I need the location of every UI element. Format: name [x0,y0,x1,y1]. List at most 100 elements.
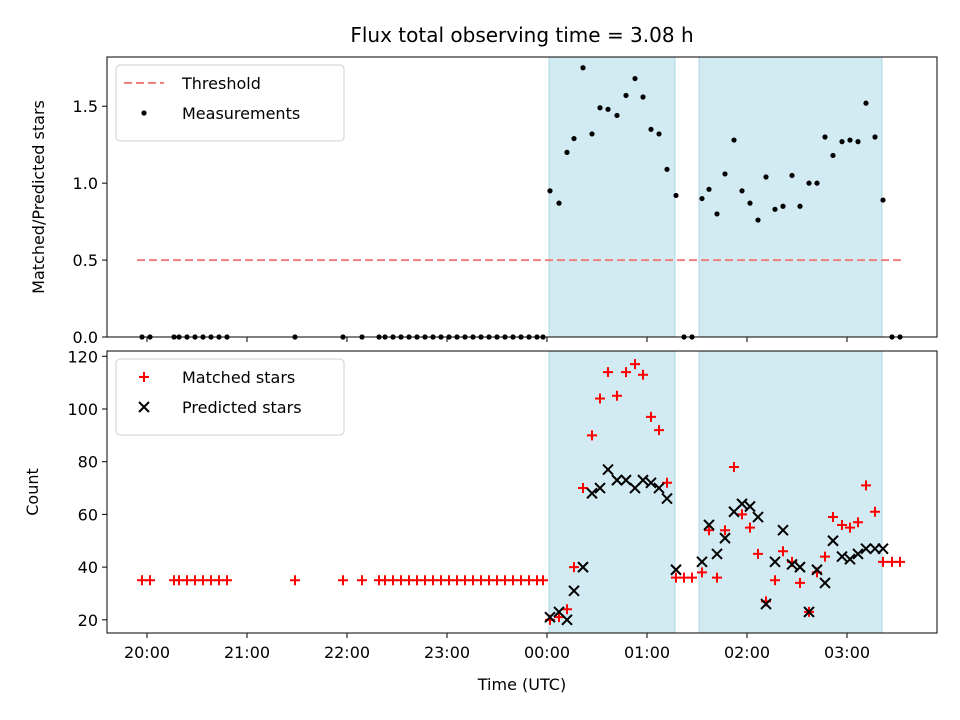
count-series-1-point-59 [737,509,747,520]
ratio-series-1-point-67 [806,180,812,186]
ratio-series-1-point-44 [614,112,620,119]
ratio-y-tick-label-2: 0.5 [73,251,98,270]
count-series-1-point-54 [697,567,707,578]
ratio-series-1-point-68 [814,180,820,186]
ratio-series-1-point-69 [822,134,828,140]
ratio-legend: Threshold Measurements [115,64,345,142]
count-series-2-point-10 [620,474,632,486]
ratio-series-1-point-45 [623,92,629,99]
count-series-1-point-13 [357,575,367,586]
count-series-2-point-7 [594,482,606,494]
ratio-series-1-point-70 [830,152,836,159]
count-series-2-point-14 [653,482,665,494]
count-series-2-point-13 [645,477,657,489]
ratio-series-1-point-38 [564,149,570,155]
x-tick-label-8: 03:00 [824,643,870,662]
count-series-1-point-55 [704,525,714,536]
ratio-series-1-point-66 [797,203,803,209]
x-axis-label: Time (UTC) [477,675,566,694]
count-series-1-point-76 [878,556,888,567]
count-series-1 [137,359,905,625]
count-y-tick-label-3: 60 [78,505,98,524]
count-series-1-point-75 [870,506,880,517]
count-series-2-point-30 [803,606,815,618]
count-y-axis-label: Count [23,468,42,516]
count-series-1-point-56 [712,572,722,583]
count-legend-box [115,358,345,436]
count-series-1-point-57 [720,525,730,536]
count-y-tick-label-6: 120 [67,347,98,366]
count-series-1-point-45 [621,367,631,378]
ratio-series-1-point-65 [789,172,795,179]
count-series-1-point-69 [820,551,830,562]
count-series-1-point-60 [745,522,755,533]
x-tick-label-3: 22:00 [324,643,370,662]
count-series-1-point-38 [562,604,572,615]
ratio-legend-label-1: Threshold [181,74,261,93]
count-series-1-point-10 [222,575,232,586]
count-series-2-point-27 [777,524,789,536]
x-tick-label-4: 23:00 [424,643,470,662]
ratio-series-1-point-73 [855,139,861,145]
x-tick-label-1: 20:00 [124,643,170,662]
ratio-series-1-point-59 [739,188,745,194]
ratio-y-tick-label-1: 0.0 [73,328,98,347]
ratio-axes-frame [106,56,938,338]
count-series-1-point-49 [654,425,664,436]
count-series-1-point-66 [795,577,805,588]
count-series-2-point-1 [544,611,556,623]
ratio-series-1-point-42 [597,105,603,111]
count-legend-swatch-2 [138,401,150,413]
count-series-2 [544,463,889,626]
count-legend-label-2: Predicted stars [182,398,302,417]
count-series-2-point-25 [760,598,772,610]
count-series-1-point-48 [646,411,656,422]
ratio-series-1-point-55 [706,186,712,192]
count-series-1-point-2 [145,575,155,586]
count-series-1-point-73 [853,517,863,528]
count-legend: Matched stars Predicted stars [115,358,345,436]
ratio-series-1-point-46 [632,75,638,82]
x-tick-label-7: 02:00 [724,643,770,662]
count-series-1-point-78 [895,556,905,567]
count-series-1-point-63 [770,575,780,586]
count-series-2-point-19 [711,548,723,560]
ratio-series-1-point-72 [847,137,853,143]
count-series-2-point-16 [670,564,682,576]
ratio-series-1-point-48 [648,126,654,132]
count-series-2-point-31 [811,564,823,576]
count-series-2-point-20 [719,532,731,544]
count-series-1-point-70 [828,512,838,523]
ratio-series-1-point-43 [605,106,611,112]
ratio-legend-box [115,64,345,142]
count-series-1-point-40 [578,483,588,494]
count-series-2-point-15 [661,492,673,505]
count-series-1-point-61 [753,548,763,559]
ratio-series-1-point-60 [747,200,753,206]
count-series-1-point-11 [290,575,300,586]
ratio-series-1-point-76 [880,197,886,203]
count-series-2-point-24 [752,511,764,523]
ratio-y-tick-label-4: 1.5 [73,97,98,116]
count-series-1-point-71 [837,519,847,530]
count-y-tick-label-5: 100 [67,400,98,419]
x-tick-label-6: 01:00 [624,643,670,662]
count-series-2-point-34 [836,550,848,563]
count-series-1-point-46 [630,359,640,370]
count-series-2-point-23 [744,500,756,513]
count-series-1-point-47 [638,369,648,380]
ratio-series-1-point-47 [640,94,646,100]
ratio-series-1-point-57 [722,171,728,177]
ratio-series-1-point-40 [580,65,586,71]
count-series-2-point-3 [561,614,573,626]
count-series-1-point-44 [612,390,622,401]
count-series-2-point-9 [611,474,623,486]
ratio-series-1-point-51 [673,192,679,199]
count-series-2-point-28 [786,558,798,571]
count-y-tick-label-1: 20 [78,611,98,630]
ratio-shaded-region-2 [698,56,883,338]
ratio-shaded-region-1 [548,56,676,338]
count-series-1-point-42 [595,393,605,404]
count-series-2-point-33 [827,535,839,547]
count-series-2-point-22 [736,498,748,510]
